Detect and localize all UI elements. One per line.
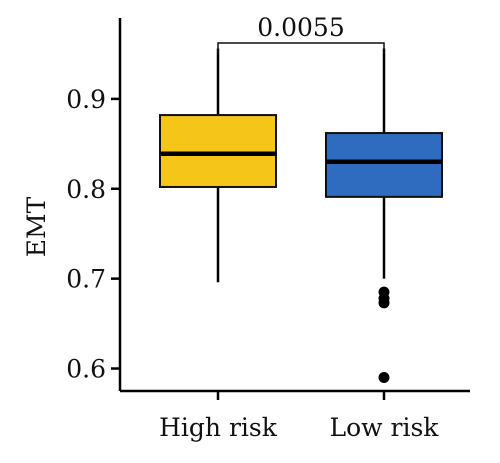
boxes	[159, 48, 443, 384]
x-axis: High risk Low risk	[120, 389, 470, 442]
x-tick-label: High risk	[159, 413, 278, 442]
y-axis: 0.6 0.7 0.8 0.9	[66, 18, 122, 391]
outlier-point	[378, 372, 390, 384]
significance-bracket: 0.0055	[217, 13, 385, 54]
y-tick-label: 0.9	[66, 85, 106, 114]
bracket-line	[217, 42, 385, 54]
y-tick-label: 0.6	[66, 355, 106, 384]
y-axis-title: EMT	[22, 196, 51, 257]
box	[325, 132, 443, 198]
p-value-label: 0.0055	[257, 13, 344, 42]
box	[159, 114, 277, 188]
y-tick-label: 0.8	[66, 175, 106, 204]
y-tick-label: 0.7	[66, 265, 106, 294]
box-group	[325, 48, 443, 384]
outlier-point	[378, 297, 390, 309]
x-tick-label: Low risk	[330, 413, 440, 442]
box-group	[159, 48, 277, 283]
